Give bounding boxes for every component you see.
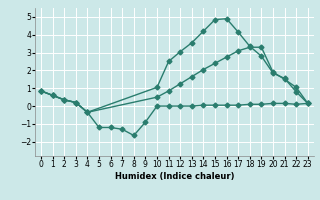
X-axis label: Humidex (Indice chaleur): Humidex (Indice chaleur) <box>115 172 234 181</box>
